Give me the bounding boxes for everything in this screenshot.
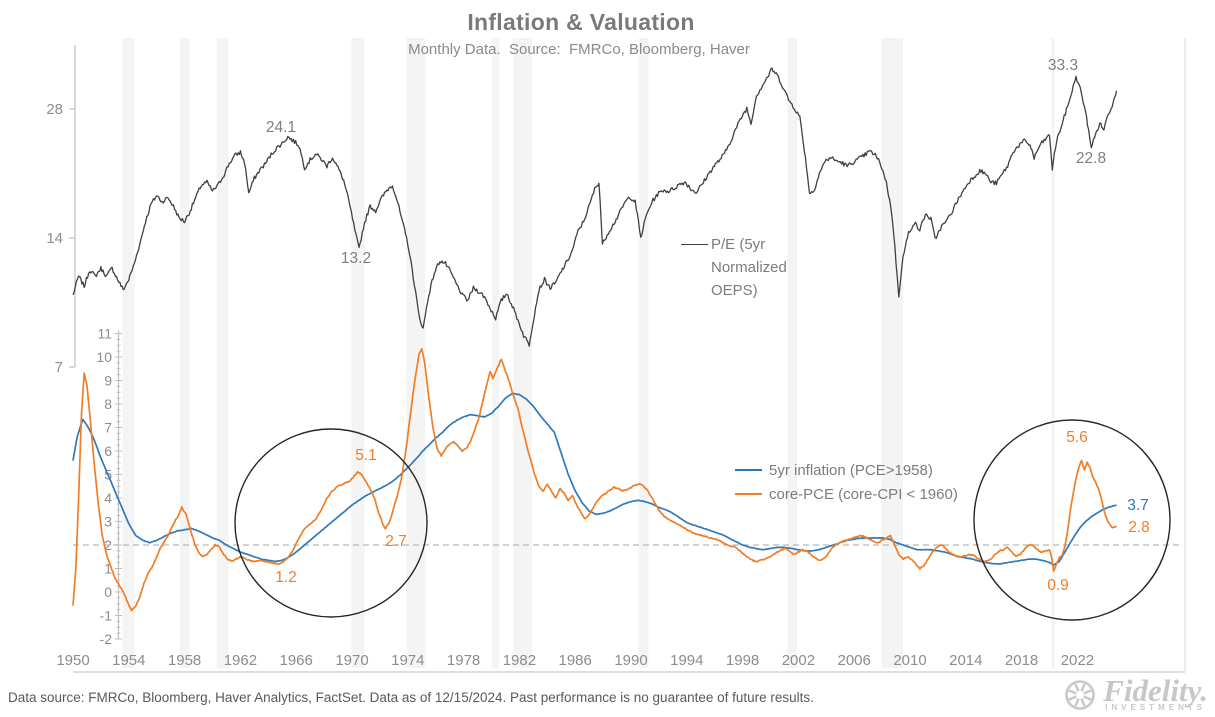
- highlight-circle: [973, 419, 1171, 621]
- x-tick-label: 1958: [168, 652, 201, 669]
- annotation-label: 0.9: [1047, 577, 1069, 594]
- pinwheel-ray: [1074, 683, 1080, 692]
- legend-inflation-group: 5yr inflation (PCE>1958) core-PCE (core-…: [735, 458, 958, 506]
- legend-pe: P/E (5yr Normalized OEPS): [681, 233, 813, 302]
- x-tick-label: 2014: [949, 652, 982, 669]
- pe-axis-tick-label: 14: [46, 230, 63, 247]
- annotation-label: 3.7: [1127, 497, 1149, 514]
- annotation-label: 5.6: [1066, 429, 1088, 446]
- recession-band: [1051, 38, 1055, 668]
- x-tick-label: 1994: [670, 652, 703, 669]
- annotation-label: 24.1: [266, 119, 296, 136]
- recession-band: [787, 38, 797, 668]
- pinwheel-ray: [1083, 695, 1092, 701]
- x-tick-label: 1990: [614, 652, 647, 669]
- inner-axis-tick-label: 1: [104, 561, 112, 577]
- x-tick-label: 2006: [838, 652, 871, 669]
- annotation-label: 1.2: [275, 569, 297, 586]
- legend-pe-label: P/E (5yr Normalized OEPS): [711, 236, 787, 299]
- x-tick-label: 1998: [726, 652, 759, 669]
- pinwheel-ray: [1068, 695, 1078, 701]
- annotation-label: 13.2: [341, 250, 371, 267]
- pinwheel-ray: [1083, 689, 1092, 695]
- inflation-line-sample-icon: [735, 469, 762, 471]
- recession-band: [513, 38, 532, 668]
- chart-title: Inflation & Valuation: [467, 9, 695, 35]
- inner-axis-tick-label: 3: [104, 514, 112, 530]
- fidelity-logo-text: Fidelity. INVESTMENTS: [1103, 675, 1208, 712]
- legend-core-label: core-PCE (core-CPI < 1960): [769, 485, 958, 503]
- recession-band: [179, 38, 190, 668]
- x-tick-label: 1966: [280, 652, 313, 669]
- core-pce-line-sample-icon: [735, 493, 762, 495]
- inner-axis-tick-label: -2: [100, 631, 113, 647]
- x-tick-label: 1954: [112, 652, 145, 669]
- annotation-label: 2.8: [1128, 519, 1150, 536]
- fidelity-investments-text: INVESTMENTS: [1105, 703, 1207, 712]
- pe-axis-tick-label: 7: [55, 359, 63, 376]
- core-pce-line: [72, 348, 1117, 612]
- pinwheel-ray: [1080, 683, 1086, 692]
- legend-inflation-label: 5yr inflation (PCE>1958): [769, 461, 933, 479]
- legend-inflation-row: 5yr inflation (PCE>1958): [735, 458, 958, 482]
- x-tick-label: 1986: [559, 652, 592, 669]
- inflation-line: [72, 392, 1117, 566]
- chart-subtitle: Monthly Data. Source: FMRCo, Bloomberg, …: [408, 41, 750, 58]
- fidelity-brand-text: Fidelity.: [1103, 673, 1208, 708]
- inner-axis-tick-label: 7: [104, 420, 112, 436]
- highlight-circle: [234, 428, 428, 618]
- recession-band: [492, 38, 500, 668]
- inner-axis-tick-label: -1: [100, 608, 113, 624]
- x-tick-label: 1978: [447, 652, 480, 669]
- x-tick-label: 1962: [224, 652, 257, 669]
- legend-core-row: core-PCE (core-CPI < 1960): [735, 482, 958, 506]
- recession-band: [122, 38, 135, 668]
- pe-axis-tick-label: 28: [46, 101, 63, 118]
- fidelity-logo: Fidelity. INVESTMENTS: [1061, 675, 1208, 713]
- inner-axis-tick-label: 0: [104, 584, 112, 600]
- inner-axis-tick-label: 10: [96, 349, 112, 365]
- x-tick-label: 1950: [56, 652, 89, 669]
- pe-line-sample-icon: [681, 244, 708, 245]
- x-tick-label: 2018: [1005, 652, 1038, 669]
- x-tick-label: 2010: [893, 652, 926, 669]
- annotation-label: 22.8: [1076, 150, 1106, 167]
- inner-axis-tick-label: 8: [104, 396, 112, 412]
- pinwheel-ray: [1074, 698, 1080, 707]
- annotation-label: 33.3: [1048, 57, 1078, 74]
- pinwheel-ray: [1068, 689, 1078, 695]
- annotation-label: 2.7: [385, 533, 407, 550]
- recession-band: [216, 38, 229, 668]
- x-tick-label: 1974: [391, 652, 424, 669]
- inner-axis-tick-label: 9: [104, 373, 112, 389]
- fidelity-pinwheel-icon: [1065, 680, 1096, 710]
- inner-axis-tick-label: 4: [104, 490, 112, 506]
- recession-band: [406, 38, 426, 668]
- x-tick-label: 1982: [503, 652, 536, 669]
- pinwheel-ray: [1080, 698, 1086, 707]
- pe-line: [72, 67, 1118, 347]
- x-tick-label: 2002: [782, 652, 815, 669]
- recession-band: [881, 38, 903, 668]
- annotation-label: 5.1: [355, 447, 377, 464]
- inner-axis-tick-label: 6: [104, 443, 112, 459]
- inner-axis-tick-label: 11: [97, 326, 112, 342]
- x-tick-label: 1970: [335, 652, 368, 669]
- recession-band: [351, 38, 365, 668]
- x-tick-label: 2022: [1061, 652, 1094, 669]
- disclaimer-text: Data source: FMRCo, Bloomberg, Haver Ana…: [8, 690, 814, 705]
- recession-band: [638, 38, 649, 668]
